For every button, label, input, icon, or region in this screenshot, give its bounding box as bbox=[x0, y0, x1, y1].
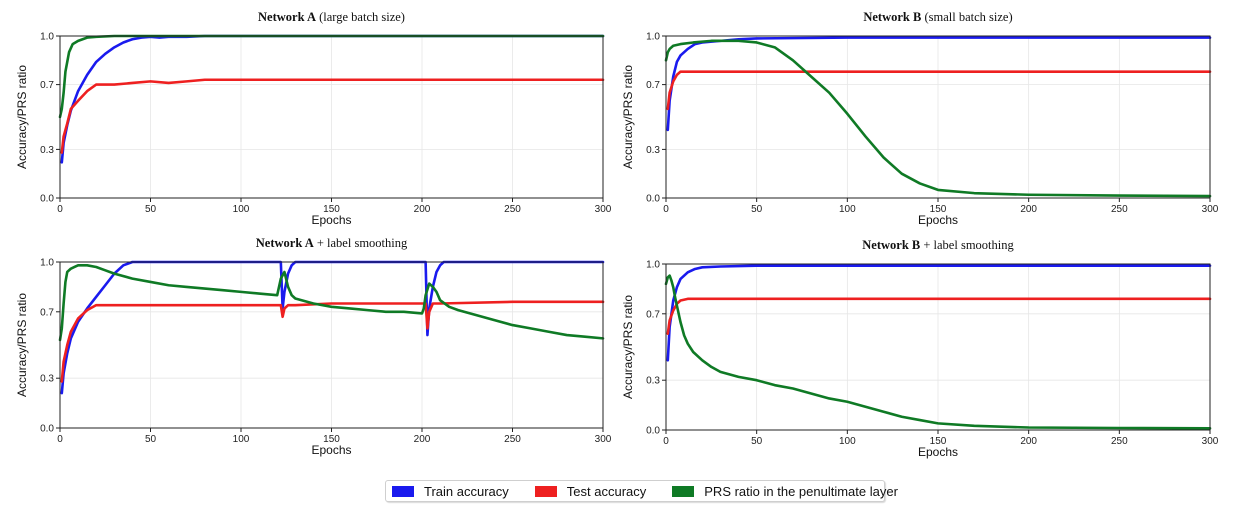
series-line-train-accuracy bbox=[666, 264, 1212, 362]
y-tick-label: 0.0 bbox=[646, 194, 660, 205]
y-tick-label: 0.3 bbox=[40, 374, 54, 385]
chart-subtitle: + label smoothing bbox=[314, 236, 408, 250]
x-tick-label: 250 bbox=[504, 434, 521, 445]
x-tick-label: 250 bbox=[1111, 436, 1128, 447]
y-tick-label: 0.7 bbox=[40, 307, 54, 318]
series-line-prs-ratio bbox=[664, 274, 1212, 430]
chart-title-bold: Network A bbox=[256, 236, 314, 250]
y-tick-label: 0.3 bbox=[40, 145, 54, 156]
x-tick-label: 150 bbox=[930, 204, 947, 215]
chart-a-label-smoothing: 0 50 100 150 200 250 300 0.0 0.3 0.7 1.0 Epochs Accu… bbox=[15, 236, 612, 457]
chart-title: Network B + label smoothing bbox=[862, 238, 1014, 252]
y-axis-label: Accuracy/PRS ratio bbox=[15, 65, 29, 169]
series-line-test-accuracy bbox=[60, 78, 605, 154]
x-tick-label: 300 bbox=[1202, 204, 1219, 215]
legend-swatch-test bbox=[534, 485, 557, 497]
x-tick-label: 0 bbox=[663, 436, 669, 447]
series-line-train-accuracy bbox=[666, 36, 1212, 132]
y-tick-label: 1.0 bbox=[40, 258, 54, 269]
legend-label-test: Test accuracy bbox=[566, 483, 647, 499]
x-tick-label: 300 bbox=[595, 434, 612, 445]
x-tick-label: 50 bbox=[145, 434, 157, 445]
x-tick-label: 100 bbox=[839, 204, 856, 215]
y-tick-label: 0.0 bbox=[646, 426, 660, 437]
x-axis-label: Epochs bbox=[918, 445, 958, 459]
x-tick-label: 150 bbox=[323, 204, 340, 215]
series-line-prs-ratio bbox=[58, 264, 605, 342]
legend-swatch-prs bbox=[672, 485, 695, 497]
chart-title: Network A + label smoothing bbox=[256, 236, 408, 250]
x-tick-label: 50 bbox=[751, 436, 763, 447]
y-tick-label: 1.0 bbox=[40, 32, 54, 43]
chart-b-label-smoothing: 0 50 100 150 200 250 300 0.0 0.3 0.7 1.0 Epochs Accu… bbox=[621, 238, 1219, 459]
x-tick-label: 50 bbox=[145, 204, 157, 215]
chart-subtitle: + label smoothing bbox=[920, 238, 1014, 252]
x-tick-label: 50 bbox=[751, 204, 763, 215]
legend-label-train: Train accuracy bbox=[424, 483, 509, 499]
y-tick-label: 0.7 bbox=[40, 80, 54, 91]
y-tick-label: 0.3 bbox=[646, 145, 660, 156]
x-tick-label: 150 bbox=[323, 434, 340, 445]
chart-subtitle: (small batch size) bbox=[921, 10, 1012, 24]
series-line-test-accuracy bbox=[666, 70, 1212, 111]
x-tick-label: 100 bbox=[839, 436, 856, 447]
chart-title: Network B (small batch size) bbox=[863, 10, 1012, 24]
y-axis-label: Accuracy/PRS ratio bbox=[15, 293, 29, 397]
legend-item-test: Test accuracy bbox=[534, 483, 647, 499]
x-tick-label: 300 bbox=[1202, 436, 1219, 447]
y-tick-label: 0.7 bbox=[646, 309, 660, 320]
y-tick-label: 1.0 bbox=[646, 260, 660, 271]
x-tick-label: 200 bbox=[1020, 436, 1037, 447]
x-tick-label: 100 bbox=[233, 204, 250, 215]
x-tick-label: 250 bbox=[1111, 204, 1128, 215]
series-line-test-accuracy bbox=[60, 300, 605, 383]
x-tick-label: 100 bbox=[233, 434, 250, 445]
legend-item-prs: PRS ratio in the penultimate layer bbox=[672, 484, 898, 499]
chart-title: Network A (large batch size) bbox=[258, 10, 405, 24]
x-tick-label: 200 bbox=[414, 434, 431, 445]
chart-title-bold: Network B bbox=[863, 10, 921, 24]
y-tick-label: 1.0 bbox=[646, 32, 660, 43]
x-axis-label: Epochs bbox=[918, 213, 958, 227]
series-line-test-accuracy bbox=[666, 297, 1212, 336]
chart-title-bold: Network B bbox=[862, 238, 920, 252]
chart-a-large-batch: 0 50 100 150 200 250 300 0.0 0.3 0.7 1.0 Epochs Accu… bbox=[15, 10, 612, 227]
chart-title-bold: Network A bbox=[258, 10, 316, 24]
y-tick-label: 0.0 bbox=[40, 194, 54, 205]
series-line-prs-ratio bbox=[664, 39, 1212, 198]
chart-subtitle: (large batch size) bbox=[316, 10, 405, 24]
x-tick-label: 0 bbox=[57, 434, 63, 445]
x-tick-label: 0 bbox=[57, 204, 63, 215]
legend-label-prs: PRS ratio in the penultimate layer bbox=[704, 483, 898, 499]
x-axis-label: Epochs bbox=[311, 443, 351, 457]
x-axis-label: Epochs bbox=[311, 213, 351, 227]
y-axis-label: Accuracy/PRS ratio bbox=[621, 65, 635, 169]
y-tick-label: 0.0 bbox=[40, 424, 54, 435]
chart-b-small-batch: 0 50 100 150 200 250 300 0.0 0.3 0.7 1.0 Epochs Accu… bbox=[621, 10, 1219, 227]
x-tick-label: 200 bbox=[1020, 204, 1037, 215]
legend: Train accuracy Test accuracy PRS ratio i… bbox=[385, 480, 898, 502]
y-axis-label: Accuracy/PRS ratio bbox=[621, 295, 635, 399]
x-tick-label: 0 bbox=[663, 204, 669, 215]
legend-swatch-train bbox=[392, 485, 414, 497]
y-tick-label: 0.3 bbox=[646, 376, 660, 387]
x-tick-label: 150 bbox=[930, 436, 947, 447]
x-tick-label: 300 bbox=[595, 204, 612, 215]
x-tick-label: 200 bbox=[414, 204, 431, 215]
series-line-train-accuracy bbox=[60, 34, 605, 164]
legend-item-train: Train accuracy bbox=[392, 484, 509, 499]
y-tick-label: 0.7 bbox=[646, 80, 660, 91]
x-tick-label: 250 bbox=[504, 204, 521, 215]
